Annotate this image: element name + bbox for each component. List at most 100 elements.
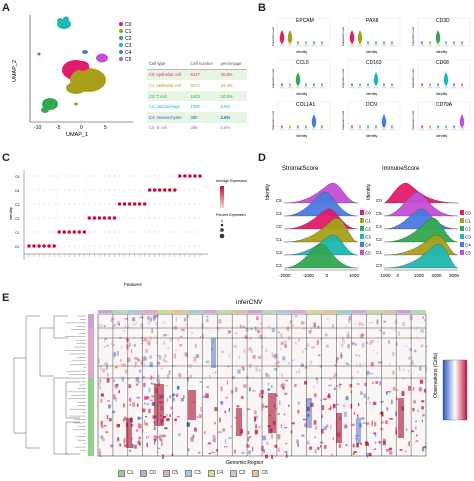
cnv-legend-item: C1	[118, 469, 133, 477]
cnv-cell	[103, 425, 107, 427]
cnv-cell	[136, 403, 139, 407]
ridge-legend-swatch	[360, 226, 364, 231]
cnv-cell	[126, 357, 131, 363]
group-annotation	[88, 314, 94, 340]
cnv-cell	[388, 340, 391, 345]
dotplot-dot	[88, 175, 90, 177]
cnv-cell	[355, 354, 357, 356]
dotplot-dot	[88, 189, 90, 191]
cnv-cell	[370, 339, 374, 344]
cnv-cell	[363, 393, 366, 399]
cnv-cell	[123, 440, 125, 446]
cnv-cell	[99, 451, 101, 457]
dotplot-dot	[174, 231, 176, 233]
cnv-cell	[236, 405, 240, 408]
violin-frame	[347, 17, 401, 47]
cnv-cell	[199, 381, 203, 384]
dotplot-dot	[72, 230, 77, 234]
dotplot-dot	[43, 189, 45, 191]
cnv-cell	[350, 391, 352, 393]
cnv-cell	[328, 384, 332, 387]
cnv-cell	[408, 385, 412, 391]
cnv-cell	[145, 349, 149, 353]
dotplot-dot	[159, 203, 161, 205]
cnv-legend-item: C5	[162, 469, 178, 477]
table-row: C1: epithelial cell 5074 33.2%	[149, 82, 233, 88]
cnv-cell	[297, 443, 300, 447]
cnv-cell	[394, 319, 398, 325]
cnv-cell	[211, 451, 215, 454]
violin-shape	[321, 83, 323, 86]
cnv-cell	[367, 396, 370, 400]
umap-cluster-c2	[41, 98, 58, 113]
chromosome-band	[291, 310, 307, 313]
cnv-cell	[364, 382, 367, 387]
dotplot-dot	[82, 230, 87, 234]
dotplot-dot	[113, 175, 116, 177]
cnv-cell	[402, 368, 405, 372]
violin-gene-label: CD163	[366, 60, 382, 66]
cnv-cell	[314, 393, 317, 398]
cnv-cell	[326, 317, 330, 320]
cnv-cell	[380, 401, 384, 403]
cnv-cell	[326, 424, 329, 428]
dotplot-dot	[164, 217, 166, 219]
violin-shape	[391, 125, 393, 128]
dotplot-dot	[122, 202, 127, 206]
cnv-cell	[295, 371, 298, 374]
cnv-cell	[254, 410, 257, 415]
dotplot-dot	[93, 203, 95, 205]
dotplot-ylabel: Identity	[8, 207, 13, 220]
dotplot-dot	[169, 217, 171, 219]
cnv-cell	[199, 414, 202, 418]
cnv-cell	[330, 405, 332, 411]
cnv-legend-swatch	[118, 469, 125, 477]
cnv-cell	[395, 397, 398, 400]
cnv-cell	[249, 336, 252, 341]
cnv-cell	[358, 322, 361, 326]
cnv-cell	[212, 339, 215, 344]
dotplot-dot	[113, 189, 116, 191]
cnv-cell	[118, 323, 120, 327]
cnv-cell	[149, 362, 153, 368]
cnv-cell	[123, 418, 125, 423]
cnv-title: inferCNV	[236, 299, 263, 306]
violin-shape	[381, 114, 387, 128]
cnv-cell	[110, 317, 115, 321]
cnv-cell	[349, 384, 353, 388]
cnv-cell	[174, 349, 178, 352]
cnv-gain-block	[336, 413, 342, 443]
cnv-cell	[240, 396, 244, 399]
panel-label-b: B	[258, 2, 266, 14]
ridge-plots: StromalScore ImmuneScore Identity Identi…	[265, 166, 471, 278]
cnv-cell	[170, 406, 173, 410]
chromosome-band	[157, 310, 173, 313]
cnv-cell	[379, 329, 382, 332]
cnv-cell	[222, 428, 226, 432]
cnv-cell	[425, 345, 429, 347]
cnv-cell	[357, 414, 359, 418]
cnv-cell	[260, 322, 262, 325]
cnv-cell	[157, 447, 161, 450]
cnv-cell	[324, 333, 328, 337]
cnv-cell	[145, 416, 148, 418]
cnv-cell	[423, 446, 427, 449]
ridge-legend-swatch	[460, 210, 464, 215]
cnv-cell	[212, 434, 216, 438]
cnv-loss-block	[356, 418, 361, 444]
cnv-cell	[315, 377, 318, 381]
violin-shape	[279, 30, 285, 44]
cnv-cell	[117, 437, 120, 441]
violin-shape	[453, 125, 455, 128]
cnv-cell	[150, 335, 152, 341]
cnv-cell	[167, 346, 170, 350]
violin-xlabel: Identity	[366, 50, 378, 54]
cnv-cell	[166, 385, 168, 387]
ridge-row-label: C4	[376, 224, 382, 229]
ridge-row-label: C0	[276, 224, 282, 229]
cnv-cell	[106, 415, 109, 420]
cnv-cell	[203, 395, 206, 398]
cnv-cell	[156, 354, 160, 357]
cnv-cell	[187, 448, 190, 452]
dotplot-dot	[88, 203, 90, 205]
